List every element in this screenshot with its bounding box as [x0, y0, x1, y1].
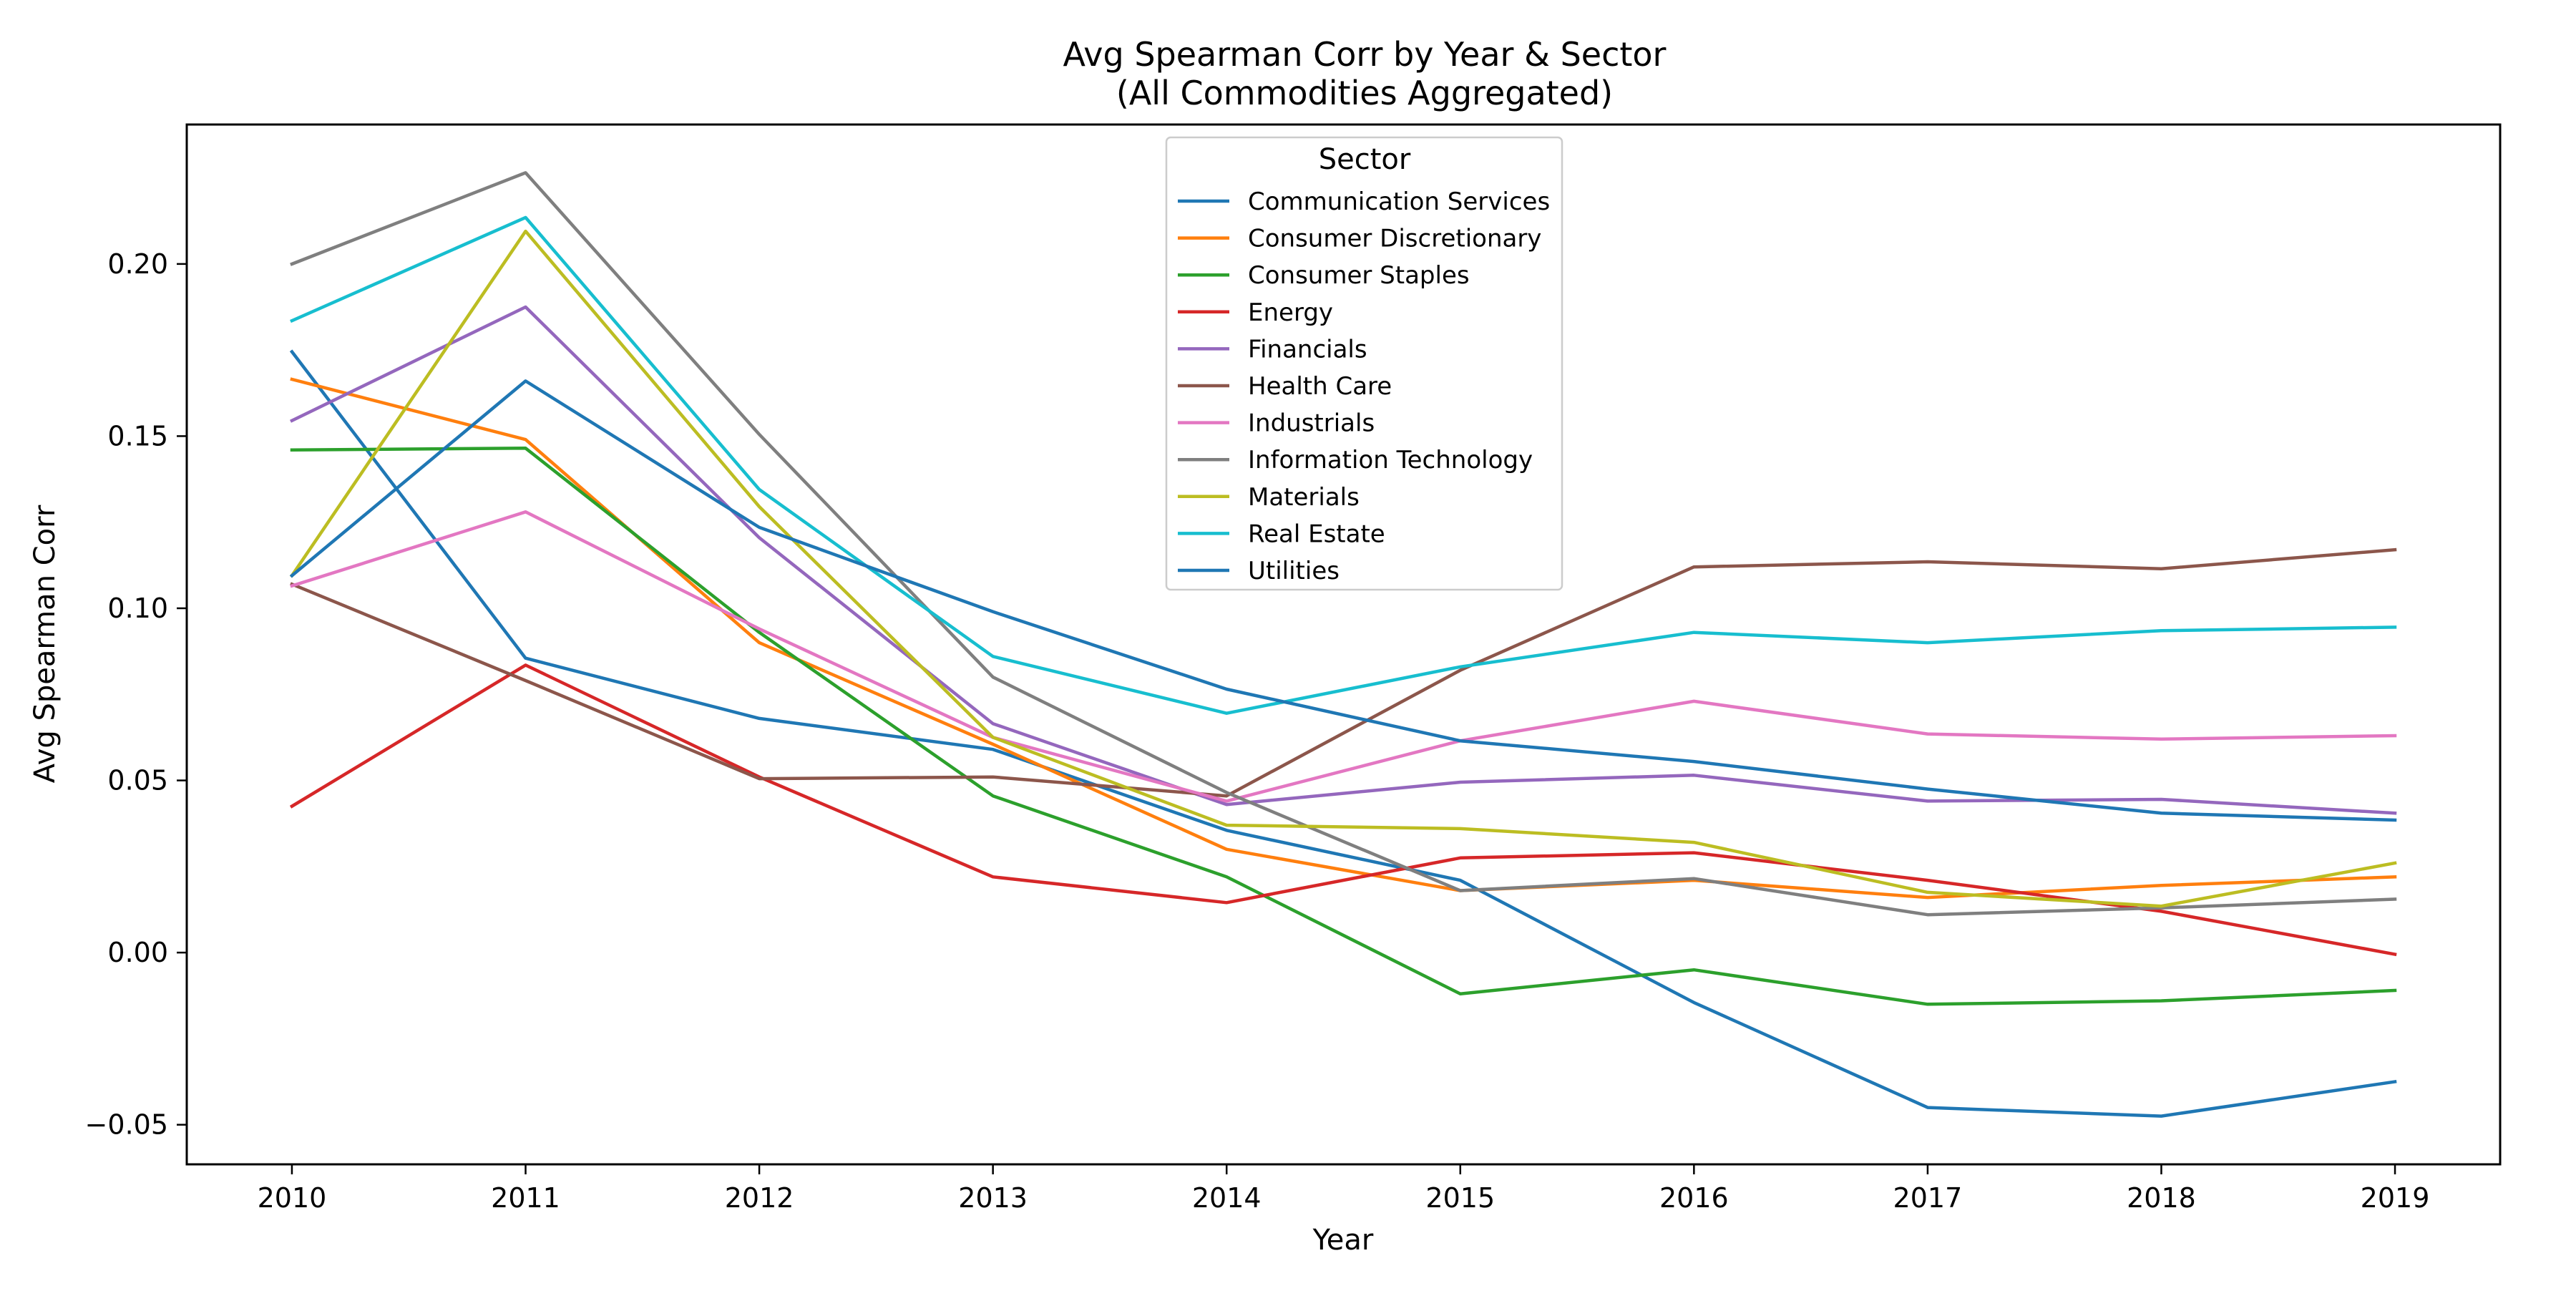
series-line-information-technology	[290, 171, 2397, 917]
x-tick-label: 2013	[958, 1182, 1028, 1214]
x-tick-label: 2017	[1893, 1182, 1963, 1214]
x-tick-label: 2012	[725, 1182, 794, 1214]
axis-ticks: 2010 2011 2012 2013 2014 2015 2016 2017 2018 2019…	[85, 248, 2430, 1214]
legend-label-financials: Financials	[1248, 335, 1367, 364]
chart-title-line-2: (All Commodities Aggregated)	[1116, 74, 1613, 112]
y-tick-label: 0.05	[107, 765, 168, 796]
y-tick-label: 0.15	[107, 420, 168, 452]
series-line-real-estate	[290, 215, 2397, 715]
legend-label-information-technology: Information Technology	[1248, 446, 1533, 474]
series-line-energy	[289, 663, 2397, 957]
series-line-materials	[289, 229, 2397, 908]
legend-box	[1165, 136, 1563, 591]
legend: Sector Communication Services Consumer Di…	[1165, 136, 1563, 591]
legend-label-communication-services: Communication Services	[1248, 187, 1550, 216]
x-tick-label: 2011	[491, 1182, 560, 1214]
chart-title-line-1: Avg Spearman Corr by Year & Sector	[1063, 35, 1667, 74]
legend-label-health-care: Health Care	[1248, 372, 1392, 401]
x-axis-label: Year	[1312, 1224, 1374, 1257]
legend-label-utilities: Utilities	[1248, 557, 1340, 585]
series-lines	[289, 171, 2397, 1118]
series-line-consumer-staples	[290, 447, 2397, 1006]
legend-entries: Communication Services Consumer Discretio…	[1178, 187, 1550, 585]
plot-frame	[185, 123, 2502, 1166]
legend-label-real-estate: Real Estate	[1248, 520, 1385, 548]
series-line-industrials	[290, 510, 2397, 803]
x-tick-label: 2010	[258, 1182, 327, 1214]
y-tick-label: 0.20	[107, 248, 168, 280]
legend-title: Sector	[1319, 143, 1411, 176]
x-tick-label: 2018	[2127, 1182, 2196, 1214]
legend-label-consumer-staples: Consumer Staples	[1248, 261, 1470, 290]
y-axis-label: Avg Spearman Corr	[29, 505, 62, 783]
x-tick-label: 2019	[2361, 1182, 2430, 1214]
x-tick-label: 2016	[1659, 1182, 1729, 1214]
legend-label-materials: Materials	[1248, 483, 1360, 512]
x-tick-label: 2015	[1425, 1182, 1495, 1214]
x-tick-label: 2014	[1192, 1182, 1262, 1214]
series-line-communication-services	[289, 349, 2397, 1118]
series-line-health-care	[290, 547, 2397, 798]
y-tick-label: −0.05	[85, 1109, 168, 1141]
y-tick-label: 0.00	[107, 937, 168, 968]
legend-label-energy: Energy	[1248, 298, 1333, 327]
series-line-utilities	[289, 379, 2397, 822]
legend-label-consumer-discretionary: Consumer Discretionary	[1248, 225, 1541, 253]
y-tick-label: 0.10	[107, 593, 168, 624]
legend-label-industrials: Industrials	[1248, 409, 1375, 438]
